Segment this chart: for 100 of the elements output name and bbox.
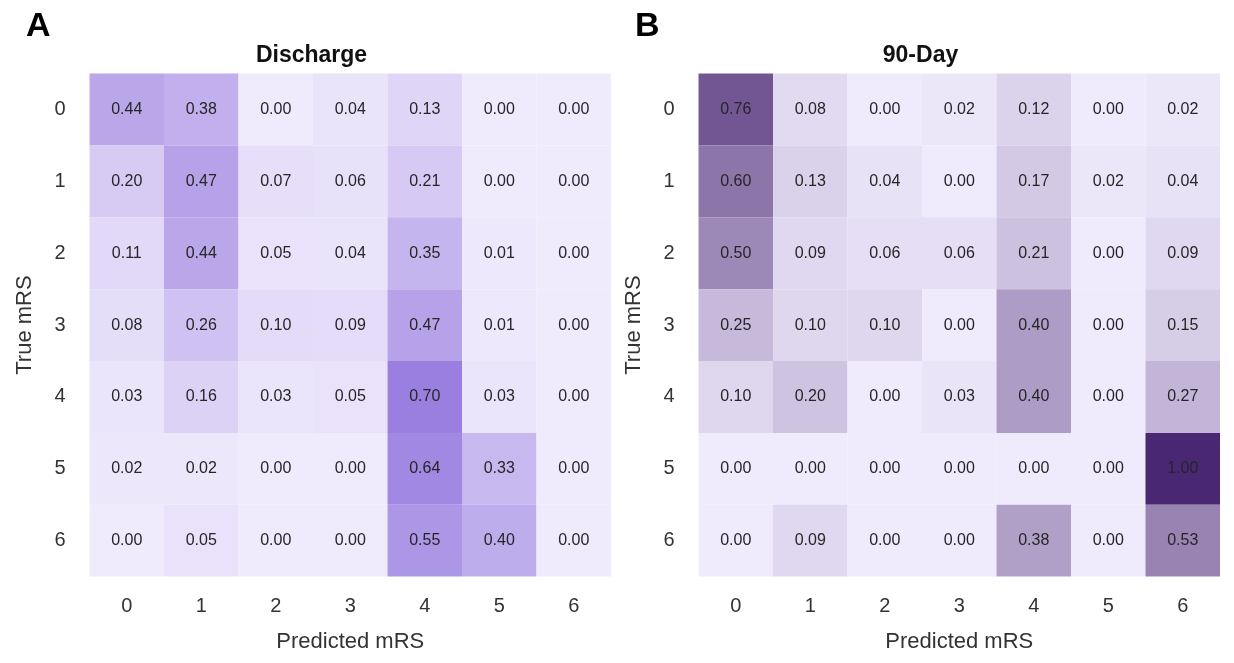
y-axis-title: True mRS bbox=[11, 275, 37, 375]
x-tick-label: 1 bbox=[804, 594, 816, 617]
data-label: 0.00 bbox=[1092, 459, 1124, 477]
data-label: 0.00 bbox=[558, 531, 590, 549]
x-tick-label: 0 bbox=[121, 594, 133, 617]
data-label: 0.02 bbox=[943, 99, 975, 117]
y-tick-label: 0 bbox=[54, 97, 66, 120]
data-label: 0.70 bbox=[409, 387, 441, 405]
x-tick-label: 6 bbox=[568, 594, 580, 617]
data-label: 0.44 bbox=[185, 243, 217, 261]
x-tick-label: 5 bbox=[1102, 594, 1114, 617]
data-label: 0.40 bbox=[483, 531, 515, 549]
data-label: 0.00 bbox=[558, 315, 590, 333]
chart-title: 90-Day bbox=[882, 41, 959, 68]
data-label: 0.00 bbox=[869, 99, 901, 117]
x-tick-label: 3 bbox=[344, 594, 356, 617]
data-label: 0.00 bbox=[558, 243, 590, 261]
data-label: 0.00 bbox=[483, 171, 515, 189]
data-label: 0.13 bbox=[794, 171, 826, 189]
data-label: 0.09 bbox=[794, 243, 826, 261]
data-label: 0.00 bbox=[558, 99, 590, 117]
data-label: 0.20 bbox=[794, 387, 826, 405]
data-label: 0.16 bbox=[185, 387, 217, 405]
data-label: 0.00 bbox=[260, 99, 292, 117]
data-label: 0.20 bbox=[111, 171, 143, 189]
data-label: 0.04 bbox=[334, 243, 366, 261]
data-label: 0.02 bbox=[1092, 171, 1124, 189]
data-label: 0.12 bbox=[1018, 99, 1050, 117]
data-label: 0.00 bbox=[1092, 387, 1124, 405]
y-tick-label: 5 bbox=[54, 456, 66, 479]
x-tick-label: 0 bbox=[730, 594, 742, 617]
data-label: 0.38 bbox=[185, 99, 217, 117]
data-label: 0.13 bbox=[409, 99, 441, 117]
data-label: 0.00 bbox=[794, 459, 826, 477]
data-label: 0.55 bbox=[409, 531, 441, 549]
data-label: 0.03 bbox=[260, 387, 292, 405]
data-label: 0.01 bbox=[483, 315, 515, 333]
y-tick-label: 6 bbox=[663, 528, 675, 551]
data-label: 0.04 bbox=[869, 171, 901, 189]
data-label: 0.00 bbox=[1018, 459, 1050, 477]
data-label: 0.10 bbox=[260, 315, 292, 333]
y-axis-title: True mRS bbox=[620, 275, 646, 375]
text: B bbox=[635, 5, 660, 44]
chart-title: Discharge bbox=[255, 41, 368, 68]
x-axis-title: Predicted mRS bbox=[885, 627, 1034, 653]
data-label: 0.00 bbox=[943, 171, 975, 189]
data-label: 0.06 bbox=[334, 171, 366, 189]
data-label: 0.00 bbox=[260, 459, 292, 477]
x-tick-label: 1 bbox=[195, 594, 207, 617]
data-label: 0.04 bbox=[1167, 171, 1199, 189]
data-label: 0.00 bbox=[483, 99, 515, 117]
data-label: 0.00 bbox=[558, 171, 590, 189]
y-tick-label: 3 bbox=[663, 312, 675, 335]
x-tick-label: 4 bbox=[419, 594, 431, 617]
data-label: 0.00 bbox=[260, 531, 292, 549]
data-label: 0.47 bbox=[185, 171, 217, 189]
y-tick-label: 0 bbox=[663, 97, 675, 120]
data-label: 0.02 bbox=[1167, 99, 1199, 117]
data-label: 0.09 bbox=[1167, 243, 1199, 261]
data-label: 0.00 bbox=[334, 531, 366, 549]
data-label: 0.76 bbox=[720, 99, 752, 117]
data-label: 0.26 bbox=[185, 315, 217, 333]
data-label: 0.00 bbox=[869, 531, 901, 549]
data-label: 0.21 bbox=[409, 171, 441, 189]
y-tick-label: 1 bbox=[54, 168, 66, 191]
data-label: 0.64 bbox=[409, 459, 441, 477]
y-tick-label: 2 bbox=[663, 240, 675, 263]
x-tick-label: 5 bbox=[493, 594, 505, 617]
data-label: 0.00 bbox=[869, 387, 901, 405]
data-label: 0.10 bbox=[794, 315, 826, 333]
data-label: 0.00 bbox=[1092, 99, 1124, 117]
y-tick-label: 3 bbox=[54, 312, 66, 335]
data-label: 0.00 bbox=[111, 531, 143, 549]
data-label: 0.38 bbox=[1018, 531, 1050, 549]
x-tick-label: 6 bbox=[1177, 594, 1189, 617]
data-label: 0.00 bbox=[1092, 315, 1124, 333]
data-label: 0.00 bbox=[334, 459, 366, 477]
data-label: 0.00 bbox=[720, 531, 752, 549]
data-label: 0.15 bbox=[1167, 315, 1199, 333]
y-tick-label: 1 bbox=[663, 168, 675, 191]
data-label: 0.00 bbox=[1092, 531, 1124, 549]
data-label: 0.00 bbox=[558, 387, 590, 405]
data-label: 0.11 bbox=[111, 243, 142, 261]
data-label: 0.03 bbox=[111, 387, 143, 405]
data-label: 0.00 bbox=[943, 531, 975, 549]
data-label: 0.00 bbox=[943, 315, 975, 333]
data-label: 0.07 bbox=[260, 171, 292, 189]
y-tick-label: 6 bbox=[54, 528, 66, 551]
data-label: 0.05 bbox=[260, 243, 292, 261]
y-tick-label: 4 bbox=[54, 384, 66, 407]
data-label: 0.10 bbox=[720, 387, 752, 405]
data-label: 0.00 bbox=[558, 459, 590, 477]
data-label: 0.33 bbox=[483, 459, 515, 477]
y-tick-label: 4 bbox=[663, 384, 675, 407]
data-label: 0.06 bbox=[943, 243, 975, 261]
data-label: 1.00 bbox=[1167, 459, 1199, 477]
data-label: 0.25 bbox=[720, 315, 752, 333]
data-label: 0.08 bbox=[794, 99, 826, 117]
data-label: 0.09 bbox=[334, 315, 366, 333]
x-tick-label: 2 bbox=[879, 594, 891, 617]
